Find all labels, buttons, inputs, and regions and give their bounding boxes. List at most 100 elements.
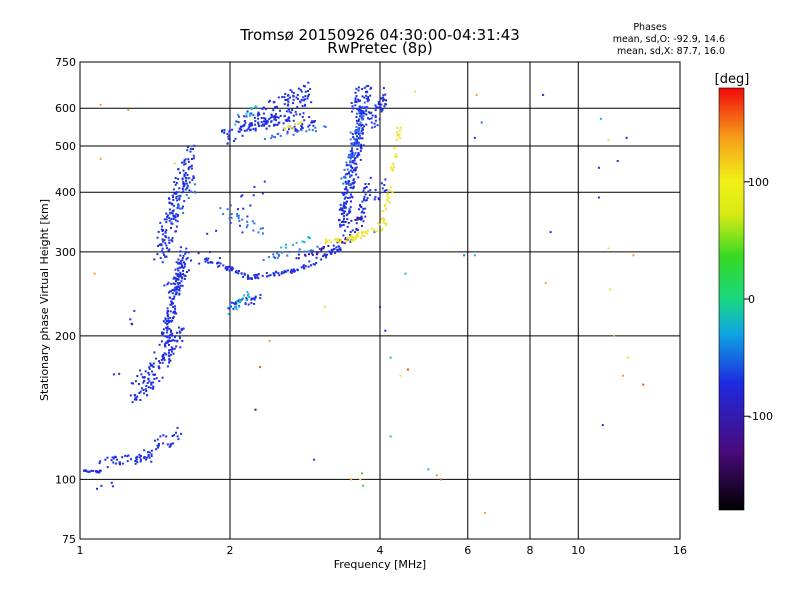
data-point (241, 134, 244, 137)
data-point (389, 201, 391, 204)
data-point (164, 317, 167, 320)
data-point (369, 112, 372, 115)
data-point (187, 269, 190, 272)
data-point (134, 462, 137, 465)
data-point (147, 454, 150, 457)
data-point (261, 192, 264, 195)
data-point (176, 274, 179, 277)
data-point (339, 203, 342, 206)
data-point (172, 282, 175, 285)
data-point (168, 219, 171, 222)
data-point (264, 121, 267, 123)
data-point (112, 461, 115, 464)
data-point (632, 254, 635, 257)
data-point (271, 115, 274, 118)
data-point (152, 385, 155, 388)
data-point (181, 178, 184, 181)
data-point (198, 262, 201, 265)
data-point (254, 277, 257, 280)
data-point (228, 269, 231, 272)
data-point (321, 255, 324, 258)
data-point (310, 121, 313, 124)
data-point (175, 312, 178, 315)
data-point (262, 117, 265, 120)
data-point (151, 387, 154, 390)
data-point (339, 249, 342, 251)
data-point (248, 114, 251, 117)
data-point (152, 381, 155, 384)
data-point (232, 307, 235, 310)
data-point (335, 246, 338, 249)
data-point (162, 434, 165, 437)
data-point (272, 253, 275, 256)
data-point (373, 125, 376, 128)
data-point (166, 214, 169, 217)
data-point (158, 366, 161, 369)
data-point (357, 152, 360, 155)
data-point (165, 221, 168, 224)
data-point (357, 176, 360, 179)
data-point (175, 197, 178, 200)
data-point (146, 382, 149, 384)
colorbar-tick-label: 100 (748, 176, 769, 189)
data-point (175, 431, 177, 434)
data-point (331, 248, 334, 251)
data-point (360, 115, 363, 118)
data-point (229, 222, 232, 224)
data-point (299, 101, 302, 104)
data-point (349, 164, 352, 167)
data-point (166, 322, 169, 325)
data-point (99, 469, 101, 472)
data-point (348, 210, 351, 213)
data-point (356, 228, 359, 231)
data-point (276, 133, 279, 135)
data-point (346, 225, 349, 228)
data-point (350, 155, 352, 157)
data-point (343, 210, 346, 213)
data-point (324, 125, 327, 128)
data-point (367, 190, 370, 193)
data-point (160, 250, 163, 253)
data-point (217, 265, 220, 268)
data-point (237, 272, 240, 275)
data-point (361, 137, 364, 140)
data-point (301, 240, 304, 243)
data-point (354, 129, 357, 132)
data-point (303, 241, 306, 244)
data-point (241, 194, 244, 197)
data-point (342, 234, 345, 237)
data-point (399, 129, 402, 132)
data-point (184, 158, 187, 161)
data-point (171, 289, 174, 291)
data-point (222, 213, 225, 216)
data-point (234, 137, 237, 140)
data-point (285, 99, 288, 101)
data-point (382, 94, 385, 97)
data-point (304, 254, 307, 257)
data-point (253, 302, 256, 305)
data-point (158, 380, 161, 383)
data-point (192, 157, 195, 160)
data-point (338, 208, 341, 211)
data-point (356, 131, 359, 133)
data-point (205, 257, 208, 260)
data-point (364, 215, 367, 218)
data-point (247, 303, 250, 306)
data-point (229, 267, 232, 270)
data-point (192, 175, 195, 178)
data-point (625, 136, 628, 139)
data-point (190, 190, 193, 193)
data-point (246, 277, 249, 280)
data-point (135, 458, 138, 461)
data-point (343, 215, 345, 218)
data-point (185, 179, 187, 182)
data-point (257, 123, 260, 126)
data-point (166, 247, 168, 250)
data-point (353, 159, 356, 162)
data-point (299, 88, 302, 91)
data-point (288, 110, 291, 113)
data-point (246, 110, 249, 113)
data-point (354, 140, 357, 142)
data-point (160, 358, 163, 361)
data-point (176, 426, 179, 429)
